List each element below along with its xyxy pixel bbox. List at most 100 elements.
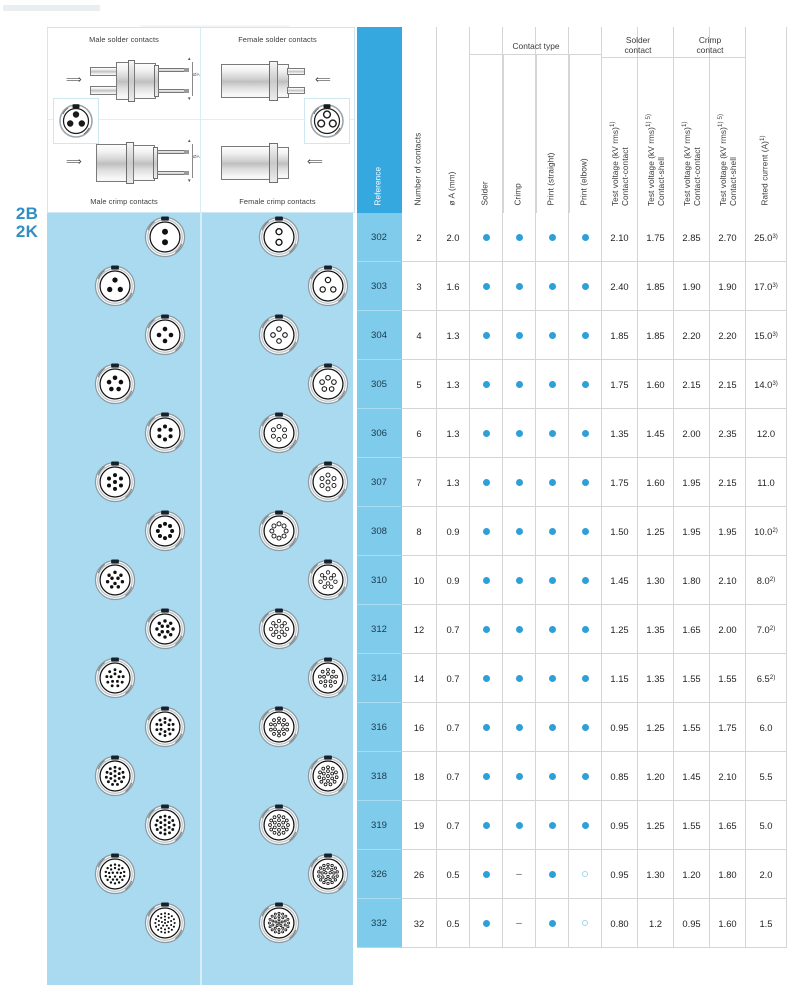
availability-dot-icon xyxy=(482,919,490,927)
female-solder-illustration: Female solder contacts ⟸ xyxy=(201,28,354,120)
female-contact-face-312 xyxy=(256,606,302,652)
cell-cc_cs: 1.55 xyxy=(710,654,746,703)
cell-solder xyxy=(470,801,503,850)
cell-num_contacts: 10 xyxy=(402,556,437,605)
availability-dot-icon xyxy=(515,723,523,731)
cell-cc_cs: 2.35 xyxy=(710,409,746,458)
cell-solder xyxy=(470,752,503,801)
availability-dot-icon xyxy=(581,576,589,584)
male-contact-face-326 xyxy=(92,851,138,897)
cell-diameter: 0.5 xyxy=(437,850,470,899)
male-contact-face-306 xyxy=(142,410,188,456)
cell-diameter: 1.3 xyxy=(437,360,470,409)
cell-rated_current: 12.0 xyxy=(746,409,787,458)
availability-dot-icon xyxy=(515,772,523,780)
cell-sc_cs: 1.45 xyxy=(638,409,674,458)
availability-dot-icon xyxy=(515,233,523,241)
cell-sc_cc: 1.45 xyxy=(602,556,638,605)
column-header-label-sc_cs: Test voltage (kV rms)1) 5) Contact-shell xyxy=(645,113,666,206)
availability-dot-icon xyxy=(581,478,589,486)
cell-reference: 310 xyxy=(357,556,402,605)
cell-print_straight xyxy=(536,556,569,605)
male-contact-face-318 xyxy=(92,753,138,799)
availability-dot-icon xyxy=(515,478,523,486)
cell-num_contacts: 18 xyxy=(402,752,437,801)
female-contact-face-326 xyxy=(305,851,351,897)
cell-solder xyxy=(470,360,503,409)
male-crimp-connector-drawing: ⟹ ▲ ▼ ØA xyxy=(66,138,200,184)
cell-sc_cc: 0.95 xyxy=(602,703,638,752)
availability-dot-icon xyxy=(548,478,556,486)
female-crimp-connector-drawing: ⟸ xyxy=(219,138,349,190)
column-header-label-print_elbow: Print (elbow) xyxy=(578,158,588,206)
male-contact-face-icon xyxy=(144,412,186,454)
cell-cc_cs: 1.65 xyxy=(710,801,746,850)
female-contact-face-icon xyxy=(307,853,349,895)
female-crimp-caption: Female crimp contacts xyxy=(239,197,316,206)
cell-sc_cs: 1.20 xyxy=(638,752,674,801)
female-contact-face-icon xyxy=(307,657,349,699)
cell-reference: 319 xyxy=(357,801,402,850)
availability-dot-icon xyxy=(515,674,523,682)
female-contact-face-icon xyxy=(307,755,349,797)
female-contact-face-310 xyxy=(305,557,351,603)
male-contact-face-307 xyxy=(92,459,138,505)
male-contact-face-icon xyxy=(94,559,136,601)
availability-dot-icon xyxy=(548,674,556,682)
cell-sc_cc: 1.25 xyxy=(602,605,638,654)
female-contact-face-inset xyxy=(304,98,350,144)
cell-cc_cc: 1.55 xyxy=(674,654,710,703)
availability-dot-icon xyxy=(482,380,490,388)
cell-print_straight xyxy=(536,605,569,654)
cell-crimp xyxy=(503,262,536,311)
table-row: 316 16 0.7 0.95 1.25 1.55 1.75 6.0 xyxy=(357,703,787,752)
cell-sc_cc: 0.80 xyxy=(602,899,638,948)
cell-sc_cs: 1.75 xyxy=(638,213,674,262)
cell-cc_cs: 2.00 xyxy=(710,605,746,654)
cell-diameter: 0.9 xyxy=(437,507,470,556)
column-header-cc_cs: Test voltage (kV rms)1) 5) Contact-shell xyxy=(710,27,746,213)
cell-print_straight xyxy=(536,507,569,556)
cell-sc_cc: 2.40 xyxy=(602,262,638,311)
column-header-label-num_contacts: Number of contacts xyxy=(412,133,422,206)
male-crimp-illustration: Male crimp contacts ⟹ ▲ ▼ ØA xyxy=(48,120,200,212)
availability-dot-icon xyxy=(482,576,490,584)
female-solder-connector-drawing: ⟸ xyxy=(219,56,349,108)
male-contact-face-inset xyxy=(53,98,99,144)
cell-solder xyxy=(470,311,503,360)
cell-cc_cc: 1.55 xyxy=(674,801,710,850)
table-row: 314 14 0.7 1.15 1.35 1.55 1.55 6.5 2) xyxy=(357,654,787,703)
cell-diameter: 0.7 xyxy=(437,605,470,654)
male-solder-connector-drawing: ⟹ ▲ ▼ ØA xyxy=(66,56,200,102)
cell-print_elbow xyxy=(569,360,602,409)
female-contact-face-314 xyxy=(305,655,351,701)
cell-diameter: 1.3 xyxy=(437,458,470,507)
cell-reference: 308 xyxy=(357,507,402,556)
female-contact-face-318 xyxy=(305,753,351,799)
female-contact-face-332 xyxy=(256,900,302,946)
availability-dot-icon xyxy=(581,772,589,780)
column-header-crimp: Crimp xyxy=(503,27,536,213)
cell-reference: 316 xyxy=(357,703,402,752)
cell-print_straight xyxy=(536,801,569,850)
availability-dot-icon xyxy=(548,919,556,927)
cell-sc_cs: 1.25 xyxy=(638,703,674,752)
female-contact-face-icon xyxy=(307,265,349,307)
cell-solder xyxy=(470,409,503,458)
cell-solder xyxy=(470,556,503,605)
cell-reference: 304 xyxy=(357,311,402,360)
header-separator xyxy=(569,54,570,213)
cell-solder xyxy=(470,458,503,507)
female-contact-face-319 xyxy=(256,802,302,848)
cell-crimp xyxy=(503,654,536,703)
cell-print_elbow xyxy=(569,752,602,801)
cell-num_contacts: 6 xyxy=(402,409,437,458)
availability-dot-icon xyxy=(548,331,556,339)
female-contact-face-316 xyxy=(256,704,302,750)
table-header: Reference Number of contacts ø A (mm) Solde… xyxy=(357,27,787,213)
availability-dot-icon xyxy=(482,527,490,535)
cell-reference: 312 xyxy=(357,605,402,654)
cell-rated_current: 7.0 2) xyxy=(746,605,787,654)
availability-dot-icon xyxy=(482,429,490,437)
header-separator xyxy=(536,54,537,213)
